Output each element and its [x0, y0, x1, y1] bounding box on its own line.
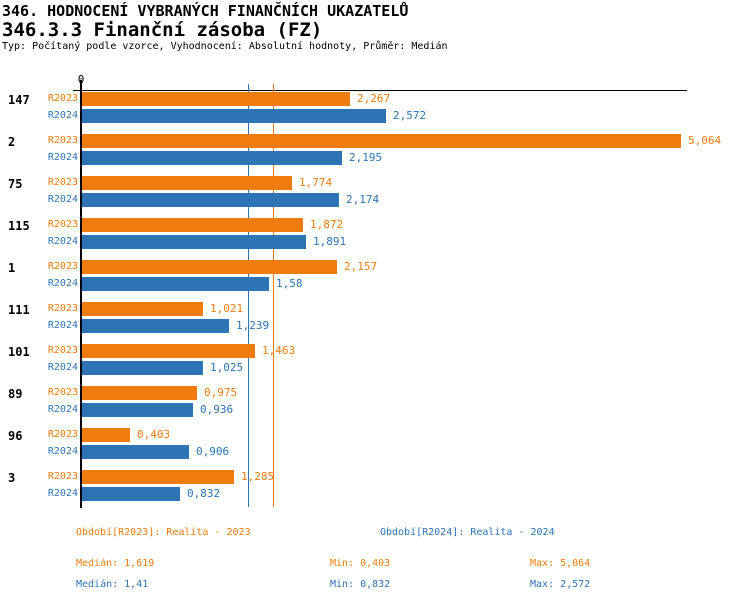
bar-r2023 [82, 92, 350, 106]
category-label: 89 [8, 387, 23, 401]
bar-value-label: 0,832 [187, 487, 221, 500]
x-axis-line [73, 90, 687, 91]
y-axis-line [80, 80, 82, 508]
bar-r2023 [82, 218, 303, 232]
category-label: 115 [8, 219, 30, 233]
bar-value-label: 0,975 [204, 386, 238, 399]
stat-max-r2024: Max: 2,572 [530, 579, 591, 590]
bar-r2023 [82, 260, 337, 274]
category-label: 2 [8, 135, 16, 149]
bar-r2023 [82, 176, 292, 190]
series-label-r2023: R2023 [47, 219, 78, 230]
bar-r2024 [82, 235, 306, 249]
bar-r2024 [82, 319, 229, 333]
bar-r2024 [82, 151, 342, 165]
series-label-r2023: R2023 [47, 303, 78, 314]
bar-r2024 [82, 109, 386, 123]
legend-item-r2023: Období[R2023]: Realita - 2023 [76, 527, 251, 538]
bar-r2023 [82, 302, 203, 316]
bar-r2024 [82, 487, 180, 501]
series-label-r2023: R2023 [47, 135, 78, 146]
zero-tick-label: 0 [74, 73, 88, 86]
bar-value-label: 2,195 [349, 151, 383, 164]
bar-chart: 0 147 R2023 2,267 R2024 2,572 2 R2023 5,064 R202… [0, 60, 750, 520]
median-line-r2024 [248, 84, 249, 507]
bar-value-label: 0,936 [200, 403, 234, 416]
bar-value-label: 1,285 [241, 470, 275, 483]
series-label-r2024: R2024 [47, 236, 78, 247]
bar-r2023 [82, 344, 255, 358]
bar-r2023 [82, 134, 681, 148]
bar-value-label: 0,403 [137, 428, 171, 441]
bar-value-label: 1,463 [262, 344, 296, 357]
bar-value-label: 0,906 [196, 445, 230, 458]
page-subtitle: 346.3.3 Finanční zásoba (FZ) [2, 19, 323, 41]
bar-value-label: 5,064 [688, 134, 722, 147]
series-label-r2024: R2024 [47, 320, 78, 331]
series-label-r2023: R2023 [47, 93, 78, 104]
category-label: 1 [8, 261, 16, 275]
bar-r2023 [82, 386, 197, 400]
legend-item-r2024: Období[R2024]: Realita - 2024 [380, 527, 555, 538]
chart-meta: Typ: Počítaný podle vzorce, Vyhodnocení:… [2, 41, 448, 52]
bar-value-label: 1,891 [313, 235, 347, 248]
stat-min-r2023: Min: 0,403 [330, 558, 391, 569]
stat-min-r2024: Min: 0,832 [330, 579, 391, 590]
series-label-r2024: R2024 [47, 152, 78, 163]
category-label: 96 [8, 429, 23, 443]
bar-r2023 [82, 428, 130, 442]
category-label: 101 [8, 345, 30, 359]
series-label-r2023: R2023 [47, 177, 78, 188]
category-label: 3 [8, 471, 16, 485]
category-label: 147 [8, 93, 30, 107]
stat-max-r2023: Max: 5,064 [530, 558, 591, 569]
series-label-r2023: R2023 [47, 471, 78, 482]
bar-value-label: 1,58 [276, 277, 303, 290]
bar-r2024 [82, 361, 203, 375]
bar-value-label: 2,174 [346, 193, 380, 206]
category-label: 75 [8, 177, 23, 191]
bar-r2024 [82, 193, 339, 207]
series-label-r2024: R2024 [47, 278, 78, 289]
series-label-r2024: R2024 [47, 362, 78, 373]
bar-r2024 [82, 403, 193, 417]
bar-value-label: 2,572 [393, 109, 427, 122]
series-label-r2023: R2023 [47, 429, 78, 440]
series-label-r2023: R2023 [47, 261, 78, 272]
category-label: 111 [8, 303, 30, 317]
series-label-r2023: R2023 [47, 387, 78, 398]
median-line-r2023 [273, 84, 274, 507]
bar-r2024 [82, 277, 269, 291]
series-label-r2024: R2024 [47, 110, 78, 121]
bar-value-label: 1,021 [210, 302, 244, 315]
bar-value-label: 1,239 [236, 319, 270, 332]
series-label-r2024: R2024 [47, 446, 78, 457]
bar-value-label: 1,872 [310, 218, 344, 231]
series-label-r2023: R2023 [47, 345, 78, 356]
stat-median-r2023: Medián: 1,619 [76, 558, 155, 569]
bar-value-label: 2,267 [357, 92, 391, 105]
series-label-r2024: R2024 [47, 488, 78, 499]
bar-value-label: 2,157 [344, 260, 378, 273]
series-label-r2024: R2024 [47, 404, 78, 415]
bar-r2023 [82, 470, 234, 484]
series-label-r2024: R2024 [47, 194, 78, 205]
bar-value-label: 1,025 [210, 361, 244, 374]
bar-r2024 [82, 445, 189, 459]
bar-value-label: 1,774 [299, 176, 333, 189]
page-title: 346. HODNOCENÍ VYBRANÝCH FINANČNÍCH UKAZ… [2, 2, 409, 20]
stat-median-r2024: Medián: 1,41 [76, 579, 149, 590]
